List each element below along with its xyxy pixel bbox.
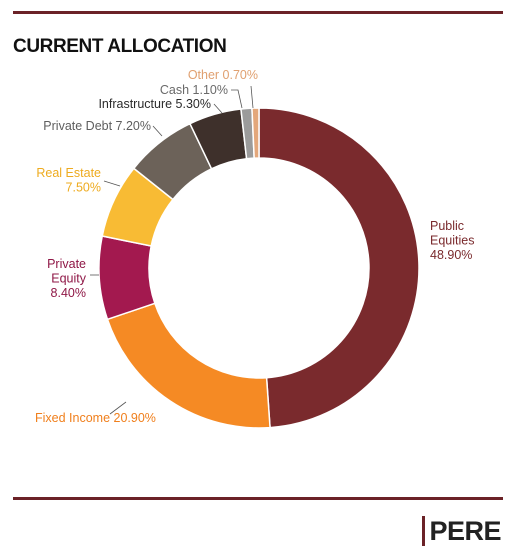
slice-label-line: Public [430,219,464,233]
slice-1 [106,302,271,429]
slice-label-6: Cash 1.10% [160,83,228,97]
slice-7 [251,107,260,159]
top-rule [13,11,503,14]
slice-label-line: Equity [51,272,86,286]
slice-label-line: Private Debt 7.20% [43,119,151,133]
slice-label-1: Fixed Income 20.90% [35,411,156,425]
brand-logo: PERE [422,515,501,547]
brand-name: PERE [429,515,501,546]
slice-label-5: Infrastructure 5.30% [98,97,211,111]
leader-line-4 [152,125,163,137]
leader-line-7 [250,85,254,109]
slice-label-2: Private Equity 8.40% [47,257,87,300]
bottom-rule [13,497,503,500]
brand-bar [422,516,426,546]
slice-label-line: Infrastructure 5.30% [98,97,211,111]
slice-0 [258,107,420,429]
slice-label-7: Other 0.70% [188,68,258,82]
leader-line-1 [109,401,127,415]
slice-label-line: Other 0.70% [188,68,258,82]
leader-line-5 [213,103,223,114]
slice-label-line: Fixed Income 20.90% [35,411,156,425]
leader-line-6 [231,89,243,109]
slice-label-4: Private Debt 7.20% [43,119,151,133]
slice-label-line: Cash 1.10% [160,83,228,97]
slice-label-line: Equities [430,234,474,248]
leader-line-3 [103,180,121,187]
slice-label-line: 48.90% [430,248,472,262]
slice-label-line: 7.50% [66,181,101,195]
slice-label-line: Real Estate [36,166,101,180]
slice-label-0: Public Equities 48.90% [430,219,474,262]
slice-label-line: Private [47,257,86,271]
chart-title: CURRENT ALLOCATION [13,36,227,57]
slice-label-line: 8.40% [51,286,86,300]
slice-label-3: Real Estate 7.50% [36,166,101,195]
slice-2 [98,235,156,321]
